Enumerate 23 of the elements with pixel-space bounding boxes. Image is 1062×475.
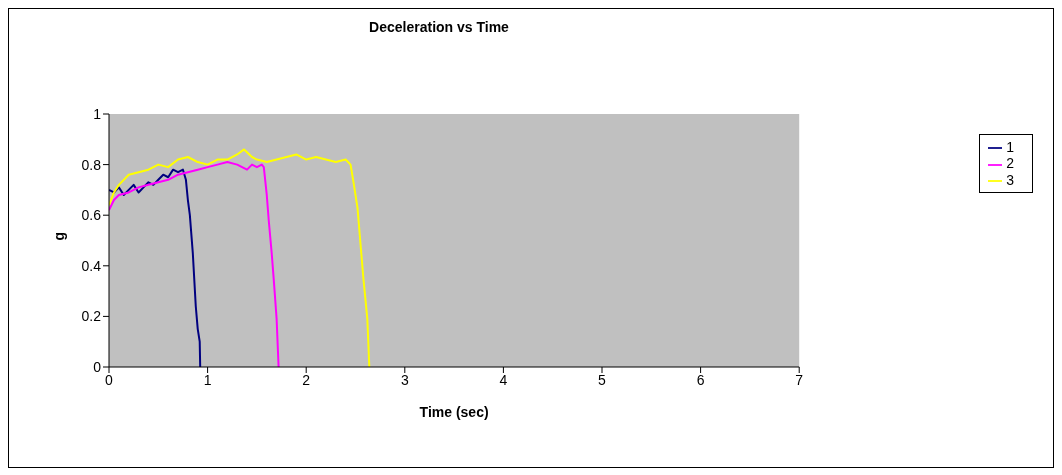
x-tick-label: 3 (400, 371, 409, 388)
y-tick-label: 0.8 (81, 156, 102, 173)
y-tick-label: 1 (93, 105, 102, 122)
legend-label: 3 (1006, 171, 1014, 188)
y-axis-title: g (50, 231, 67, 241)
x-tick-label: 1 (203, 371, 212, 388)
y-tick-label: 0.6 (81, 207, 102, 224)
line-series (109, 168, 202, 367)
x-tick-label: 6 (696, 371, 705, 388)
y-tick-label: 0 (93, 358, 102, 375)
y-tick-label: 0.4 (81, 257, 102, 274)
legend-label: 2 (1006, 155, 1014, 172)
line-series (109, 148, 371, 367)
x-tick-label: 5 (598, 371, 607, 388)
chart-title: Deceleration vs Time (368, 19, 510, 35)
legend-label: 1 (1006, 139, 1014, 155)
line-series (109, 161, 280, 367)
x-axis-title: Time (sec) (419, 404, 489, 420)
x-tick-label: 4 (499, 371, 508, 388)
x-tick-label: 7 (795, 371, 804, 388)
y-tick-label: 0.2 (81, 308, 102, 325)
x-tick-label: 0 (105, 371, 114, 388)
x-tick-label: 2 (302, 371, 311, 388)
